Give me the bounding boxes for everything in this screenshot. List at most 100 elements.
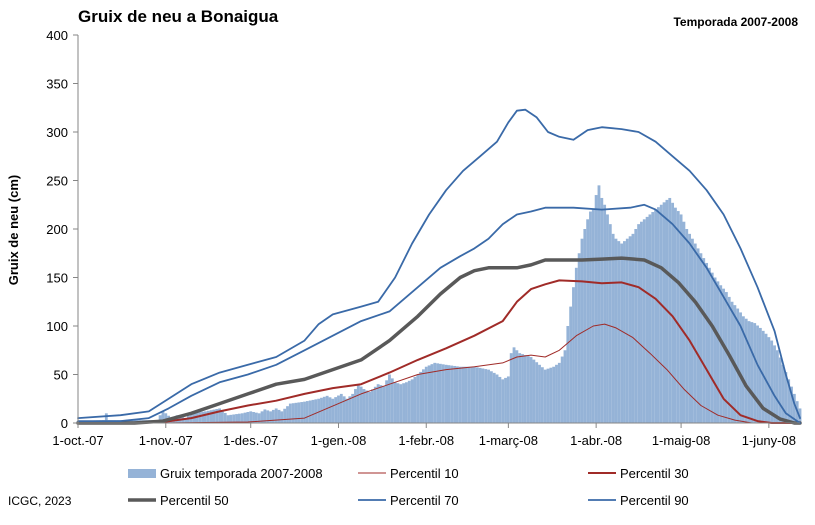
snow-depth-bar: [280, 411, 284, 423]
snow-depth-bar: [688, 233, 691, 423]
snow-depth-bar: [300, 402, 304, 423]
axes-layer: 0 50 100 150 200 250 300 350 400 1-oct.-07 1-nov.-…: [46, 28, 800, 448]
snow-depth-bar: [707, 267, 711, 423]
snow-depth-bar: [481, 368, 485, 423]
snow-depth-bar: [526, 356, 530, 423]
snow-depth-bar: [682, 221, 686, 423]
snow-depth-bar: [291, 403, 295, 423]
snow-depth-bar: [784, 372, 788, 423]
snow-depth-bar: [792, 393, 796, 423]
snow-depth-bar: [518, 353, 522, 423]
chart-subtitle: Temporada 2007-2008: [673, 15, 798, 29]
snow-depth-bar: [269, 411, 272, 423]
snow-depth-bar: [203, 411, 207, 423]
snow-depth-bar: [773, 345, 776, 423]
snow-depth-bar: [331, 398, 335, 423]
snow-depth-bar: [390, 378, 394, 423]
snow-depth-bar: [430, 364, 434, 423]
snow-depth-bar: [662, 202, 666, 423]
x-tick-label: 1-abr.-08: [570, 433, 622, 448]
snow-depth-bar: [209, 410, 213, 423]
snow-depth-bar: [560, 356, 564, 423]
snow-depth-bar: [696, 248, 700, 423]
snow-depth-bar: [498, 376, 502, 423]
legend-item: Percentil 70: [358, 493, 459, 508]
snow-depth-bar: [478, 367, 482, 423]
snow-depth-bar: [787, 379, 791, 423]
series-line-5: [77, 108, 801, 420]
snow-depth-bar: [388, 374, 391, 423]
snow-depth-bar: [676, 211, 680, 423]
snow-depth-bar: [620, 243, 624, 423]
snow-depth-bar: [679, 214, 683, 423]
snow-depth-bar: [356, 384, 360, 423]
y-tick-label: 200: [46, 222, 68, 237]
snow-depth-bar: [393, 382, 397, 423]
snow-depth-bar: [756, 325, 759, 423]
snow-depth-bar: [212, 409, 216, 423]
snow-depth-bar: [201, 411, 204, 423]
snow-depth-bar: [495, 374, 499, 423]
snow-depth-bar: [104, 413, 108, 423]
snow-depth-bar: [529, 357, 533, 423]
legend-item: Percentil 10: [358, 466, 459, 481]
lines-layer: [76, 108, 802, 425]
snow-depth-bar: [161, 411, 165, 423]
snow-depth-bar: [467, 366, 471, 423]
snow-depth-bar: [297, 402, 301, 423]
snow-depth-bar: [611, 233, 615, 423]
snow-depth-bar: [623, 241, 626, 423]
snow-depth-bar: [685, 229, 689, 423]
snow-depth-bar: [433, 362, 437, 423]
legend-swatch: [128, 469, 156, 478]
snow-depth-bar: [419, 371, 423, 423]
x-tick-label: 1-gen.-08: [311, 433, 367, 448]
snow-depth-bar: [574, 267, 578, 423]
snow-depth-bar: [790, 386, 793, 423]
snow-depth-bar: [317, 398, 321, 423]
snow-depth-bar: [164, 413, 168, 423]
snow-depth-bar: [710, 272, 714, 423]
snow-depth-bar: [727, 296, 731, 423]
snow-depth-bar: [365, 390, 369, 423]
snow-depth-bar: [303, 401, 306, 423]
snow-depth-bar: [223, 412, 227, 423]
legend-label: Percentil 10: [390, 466, 459, 481]
snow-depth-bar: [453, 365, 456, 423]
snow-depth-bar: [640, 221, 643, 423]
snow-depth-bar: [240, 413, 244, 423]
snow-depth-bar: [184, 418, 188, 423]
snow-depth-bar: [314, 399, 318, 423]
snow-depth-bar: [628, 236, 632, 423]
snow-depth-bar: [750, 322, 754, 423]
snow-depth-bar: [455, 366, 459, 423]
snow-depth-bar: [226, 415, 230, 423]
snow-depth-bar: [436, 363, 439, 423]
snow-depth-bar: [283, 408, 287, 423]
snow-depth-bar: [515, 350, 519, 423]
snow-depth-bar: [385, 380, 389, 423]
y-axis-label: Gruix de neu (cm): [6, 175, 21, 286]
snow-depth-bar: [439, 363, 442, 423]
snow-depth-bar: [668, 197, 672, 423]
snow-depth-bar: [648, 214, 652, 423]
snow-depth-bar: [405, 382, 408, 423]
snow-depth-bar: [555, 364, 558, 423]
snow-depth-bar: [271, 409, 275, 423]
snow-depth-bar: [458, 366, 462, 423]
snow-depth-bar: [286, 406, 289, 423]
legend-item: Percentil 50: [128, 493, 229, 508]
snow-depth-bar: [724, 292, 728, 423]
snow-depth-bar: [637, 224, 641, 423]
bars-layer: [76, 185, 802, 423]
snow-depth-bar: [642, 219, 646, 423]
snow-depth-bar: [368, 391, 372, 423]
snow-depth-bar: [744, 318, 748, 423]
legend-label: Gruix temporada 2007-2008: [160, 466, 323, 481]
snow-depth-bar: [266, 410, 270, 423]
snow-depth-bar: [549, 367, 553, 423]
y-tick-label: 350: [46, 77, 68, 92]
snow-depth-bar: [218, 408, 221, 423]
snow-depth-bar: [243, 412, 247, 423]
snow-depth-bar: [586, 219, 590, 423]
